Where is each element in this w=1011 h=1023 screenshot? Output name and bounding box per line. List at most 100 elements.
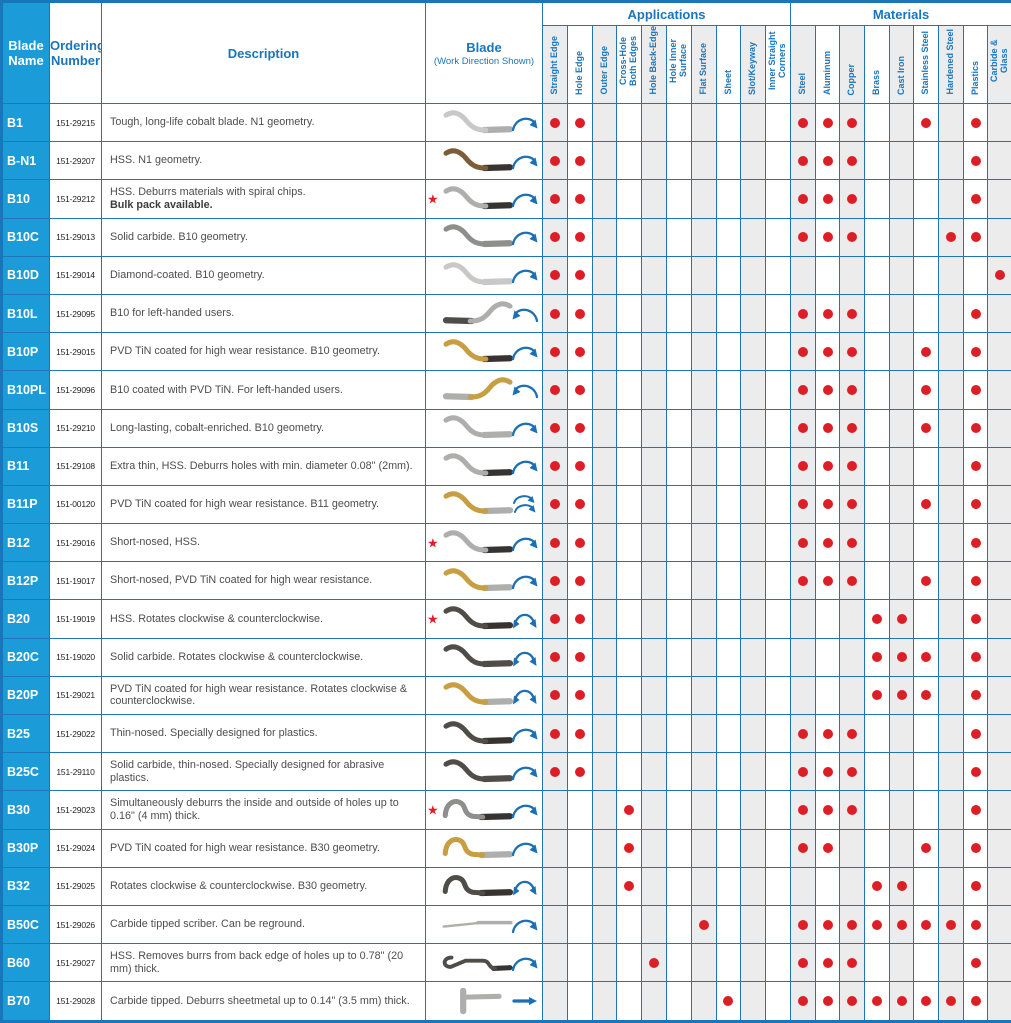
- dot-indicator: [970, 232, 981, 243]
- blade-illustration: [442, 300, 513, 324]
- material-carbide-glass-cell: [987, 828, 1011, 868]
- material-cast-iron-cell: [888, 790, 915, 830]
- material-steel-cell: [790, 713, 816, 754]
- application-straight-edge-cell: [542, 484, 568, 525]
- blade-name: B20P: [1, 675, 50, 716]
- description: PVD TiN coated for high wear resistance.…: [101, 828, 426, 868]
- material-cast-iron-cell: [888, 943, 915, 983]
- description: Long-lasting, cobalt-enriched. B10 geome…: [101, 408, 426, 448]
- column-header-hole-inner-surface: Hole Inner Surface: [665, 25, 692, 104]
- ordering-number: 151-29025: [49, 866, 102, 906]
- material-copper-cell: [839, 675, 866, 716]
- material-steel-cell: [790, 828, 816, 868]
- application-outer-edge-cell: [591, 866, 618, 906]
- application-outer-edge-cell: [591, 179, 618, 219]
- blade-image-cell: ★: [425, 790, 543, 830]
- application-hole-edge-cell: [566, 255, 593, 295]
- blade-illustration: [442, 377, 513, 401]
- material-hardened-steel-cell: [938, 255, 964, 295]
- blade-name: B-N1: [1, 141, 50, 181]
- column-header-slot-keyway: Slot/Keyway: [740, 25, 767, 104]
- material-carbide-glass-cell: [987, 675, 1011, 716]
- application-sheet-cell: [715, 217, 742, 257]
- application-flat-surface-cell: [690, 790, 717, 830]
- dot-indicator: [822, 461, 833, 472]
- blade-image-wrap: [427, 410, 542, 446]
- description-text: Rotates clockwise & counterclockwise. B3…: [110, 879, 368, 892]
- application-sheet-cell: [715, 332, 742, 372]
- application-flat-surface-cell: [690, 370, 717, 410]
- clockwise-arrow-icon: [511, 919, 538, 933]
- material-steel-cell: [790, 102, 816, 143]
- application-hole-back-edge-cell: [641, 675, 667, 716]
- material-cast-iron-cell: [888, 904, 915, 945]
- material-steel-cell: [790, 752, 816, 792]
- material-stainless-steel-cell: [913, 561, 940, 601]
- application-hole-edge-cell: [566, 217, 593, 257]
- material-stainless-steel-cell: [913, 217, 940, 257]
- table-row-b50c: B50C 151-29026 Carbide tipped scriber. Can…: [1, 904, 1011, 945]
- description-text: HSS. Removes burrs from back edge of hol…: [110, 949, 404, 975]
- dot-indicator: [822, 919, 833, 930]
- application-hole-edge-cell: [566, 904, 593, 945]
- dot-indicator: [574, 575, 585, 586]
- dot-indicator: [549, 155, 560, 166]
- material-plastics-cell: [962, 828, 989, 868]
- application-cross-hole-both-edges-cell: [616, 599, 643, 639]
- column-header-copper: Copper: [839, 25, 866, 104]
- blade-name: B60: [1, 943, 50, 983]
- dot-indicator: [970, 728, 981, 739]
- blade-image-wrap: [427, 945, 542, 981]
- dot-indicator: [822, 232, 833, 243]
- material-cast-iron-cell: [888, 255, 915, 295]
- application-inner-straight-corners-cell: [765, 713, 792, 754]
- material-cast-iron-cell: [888, 293, 915, 334]
- dot-indicator: [871, 690, 882, 701]
- blade-column-subtitle: (Work Direction Shown): [433, 55, 535, 67]
- dot-indicator: [896, 919, 907, 930]
- application-hole-back-edge-cell: [641, 141, 667, 181]
- application-slot-keyway-cell: [740, 141, 767, 181]
- dot-indicator: [871, 614, 882, 625]
- dot-indicator: [970, 919, 981, 930]
- description-text: Carbide tipped. Deburrs sheetmetal up to…: [110, 994, 410, 1007]
- dot-indicator: [847, 384, 858, 395]
- blade-image-cell: [425, 943, 543, 983]
- application-inner-straight-corners-cell: [765, 523, 792, 563]
- dot-indicator: [970, 499, 981, 510]
- material-brass-cell: [864, 866, 890, 906]
- application-sheet-cell: [715, 866, 742, 906]
- dot-indicator: [797, 308, 808, 319]
- application-hole-inner-surface-cell: [665, 675, 692, 716]
- description-text: Extra thin, HSS. Deburrs holes with min.…: [110, 459, 413, 472]
- dot-indicator: [847, 308, 858, 319]
- column-header-cross-hole-both-edges: Cross-Hole Both Edges: [616, 25, 643, 104]
- application-straight-edge-cell: [542, 904, 568, 945]
- application-hole-inner-surface-cell: [665, 293, 692, 334]
- application-inner-straight-corners-cell: [765, 370, 792, 410]
- material-hardened-steel-cell: [938, 408, 964, 448]
- material-carbide-glass-cell: [987, 293, 1011, 334]
- application-hole-inner-surface-cell: [665, 255, 692, 295]
- blade-name: B10PL: [1, 370, 50, 410]
- clockwise-arrow-icon: [511, 842, 538, 857]
- material-aluminum-cell: [814, 713, 841, 754]
- dot-indicator: [797, 461, 808, 472]
- blade-image-cell: [425, 332, 543, 372]
- application-hole-inner-surface-cell: [665, 599, 692, 639]
- application-inner-straight-corners-cell: [765, 981, 792, 1022]
- description: PVD TiN coated for high wear resistance.…: [101, 484, 426, 525]
- column-header-carbide-glass: Carbide & Glass: [987, 25, 1011, 104]
- material-stainless-steel-cell: [913, 752, 940, 792]
- application-straight-edge-cell: [542, 790, 568, 830]
- material-cast-iron-cell: [888, 370, 915, 410]
- application-hole-inner-surface-cell: [665, 523, 692, 563]
- clockwise-arrow-icon: [511, 155, 538, 169]
- material-brass-cell: [864, 981, 890, 1022]
- application-sheet-cell: [715, 102, 742, 143]
- dot-indicator: [847, 423, 858, 434]
- application-hole-back-edge-cell: [641, 370, 667, 410]
- application-outer-edge-cell: [591, 141, 618, 181]
- table-row-b60: B60 151-29027 HSS. Removes burrs from back…: [1, 943, 1011, 983]
- material-hardened-steel-cell: [938, 981, 964, 1022]
